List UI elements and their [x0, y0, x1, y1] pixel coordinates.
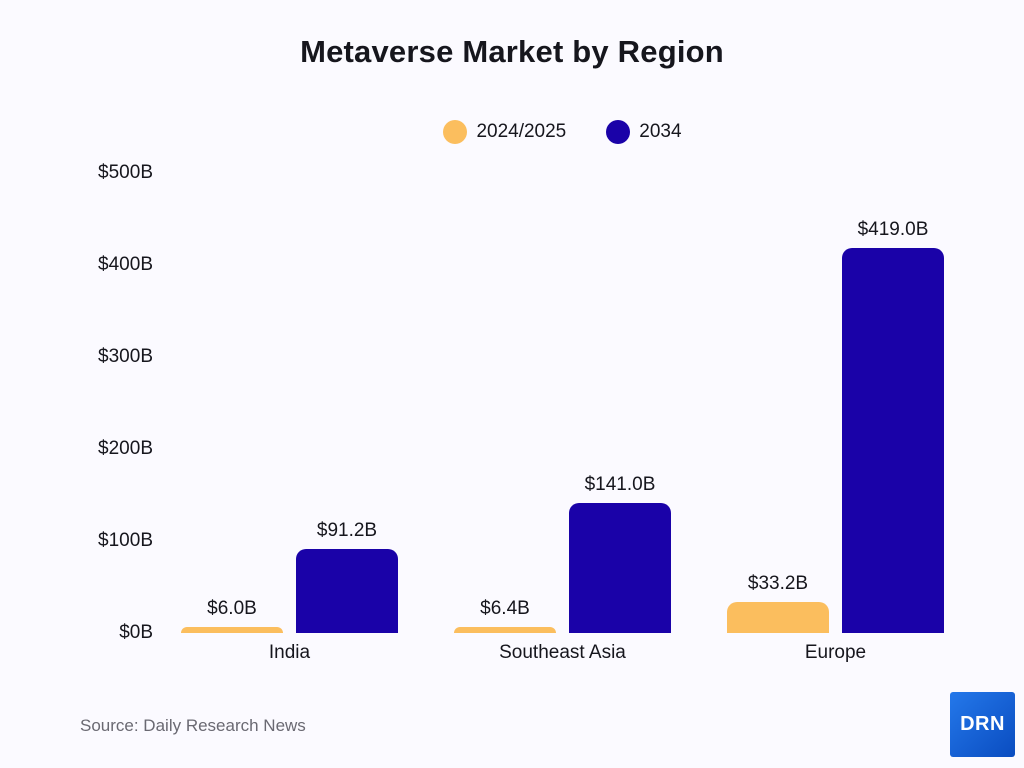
bar-value-label: $6.4B [480, 598, 530, 620]
legend-label: 2034 [639, 121, 682, 142]
bar-2034: $91.2B [296, 520, 398, 633]
bar-group: $6.4B $141.0B Southeast Asia [454, 474, 671, 665]
chart-title: Metaverse Market by Region [300, 34, 724, 69]
bar-2024-2025: $6.4B [454, 598, 556, 633]
bar-value-label: $141.0B [584, 474, 656, 496]
category-label: Southeast Asia [499, 642, 626, 663]
y-tick-label: $0B [119, 622, 153, 643]
category-label: Europe [804, 642, 867, 663]
legend-dot-icon [606, 120, 631, 144]
legend-dot-icon [443, 120, 468, 144]
y-tick-label: $500B [98, 162, 153, 183]
bar-groups: $6.0B $91.2B India $6.4B $141.0B Southeast As… [165, 219, 960, 665]
bar-2034: $141.0B [569, 474, 671, 633]
bar-value-label: $33.2B [747, 573, 809, 595]
legend-item-2034: 2034 [606, 120, 682, 144]
brand-logo: DRN [950, 692, 1015, 757]
bar-pair: $33.2B $419.0B [727, 219, 944, 633]
legend-item-2024-2025: 2024/2025 [443, 120, 566, 144]
y-tick-label: $400B [98, 254, 153, 275]
y-tick-label: $100B [98, 530, 153, 551]
bar-2024-2025: $33.2B [727, 573, 829, 633]
source-note: Source: Daily Research News [80, 716, 306, 735]
bar-2034: $419.0B [842, 219, 944, 633]
bar-pair: $6.4B $141.0B [454, 474, 671, 633]
y-tick-label: $200B [98, 438, 153, 459]
bar-group: $6.0B $91.2B India [181, 520, 398, 665]
legend-label: 2024/2025 [476, 121, 567, 142]
bar-value-label: $6.0B [207, 598, 257, 620]
bar-2024-2025: $6.0B [181, 598, 283, 633]
brand-logo-text: DRN [960, 713, 1005, 735]
bar-value-label: $91.2B [316, 520, 378, 542]
bar-value-label: $419.0B [857, 218, 929, 240]
legend: 2024/2025 2034 [165, 120, 960, 144]
category-label: India [268, 642, 311, 663]
bar-group: $33.2B $419.0B Europe [727, 219, 944, 665]
y-tick-label: $300B [98, 346, 153, 367]
bar-pair: $6.0B $91.2B [181, 520, 398, 633]
plot-area: $0B $100B $200B $300B $400B $500B $6.0B $91.2B… [98, 162, 960, 663]
